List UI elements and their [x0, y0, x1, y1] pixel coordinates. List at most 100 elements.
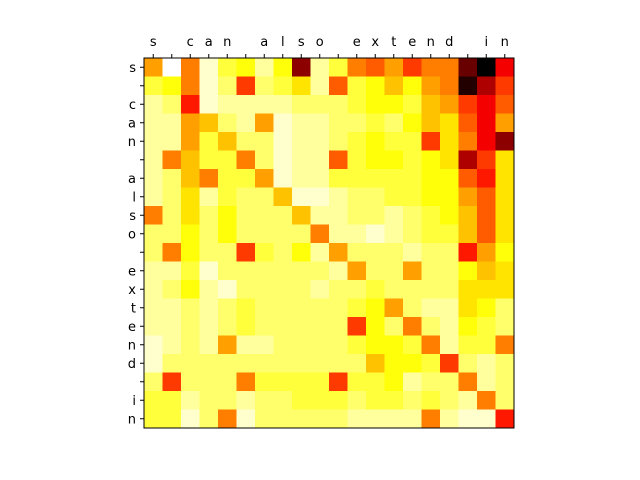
heatmap-cell-r7-c6 [255, 187, 274, 207]
heatmap-cell-r13-c7 [273, 298, 293, 318]
heatmap-cells [144, 58, 515, 429]
heatmap-cell-r7-c9 [310, 187, 330, 207]
heatmap-cell-r0-c9 [310, 58, 330, 77]
heatmap-cell-r18-c18 [477, 391, 496, 410]
x-tick-label-3: a [205, 35, 213, 50]
heatmap-cell-r5-c10 [329, 150, 348, 170]
heatmap-cell-r16-c2 [181, 354, 200, 373]
heatmap-cell-r0-c12 [366, 58, 385, 77]
heatmap-cell-r11-c4 [218, 261, 237, 281]
heatmap-cell-r14-c2 [181, 317, 200, 336]
heatmap-cell-r2-c18 [477, 95, 496, 114]
heatmap-cell-r4-c3 [199, 132, 219, 151]
heatmap-cell-r10-c17 [458, 243, 478, 262]
heatmap-cell-r15-c15 [421, 335, 441, 355]
heatmap-cell-r13-c9 [310, 298, 330, 318]
heatmap-cell-r16-c7 [273, 354, 293, 373]
heatmap-cell-r13-c16 [440, 298, 459, 318]
heatmap-cell-r1-c10 [329, 76, 348, 96]
heatmap-cell-r0-c4 [218, 58, 237, 77]
heatmap-cell-r10-c0 [144, 243, 163, 262]
heatmap-cell-r1-c13 [384, 76, 404, 96]
heatmap-cell-r11-c3 [199, 261, 219, 281]
heatmap-cell-r4-c6 [255, 132, 274, 151]
heatmap-cell-r8-c16 [440, 206, 459, 225]
heatmap-cell-r19-c0 [144, 409, 163, 429]
heatmap-cell-r17-c4 [218, 372, 237, 392]
heatmap-cell-r0-c6 [255, 58, 274, 77]
heatmap-cell-r15-c14 [403, 335, 422, 355]
heatmap-cell-r12-c14 [403, 280, 422, 299]
heatmap-cell-r2-c0 [144, 95, 163, 114]
heatmap-cell-r18-c10 [329, 391, 348, 410]
heatmap-cell-r11-c7 [273, 261, 293, 281]
heatmap-cell-r13-c14 [403, 298, 422, 318]
heatmap-cell-r16-c8 [292, 354, 311, 373]
heatmap-cell-r2-c7 [273, 95, 293, 114]
heatmap-cell-r4-c2 [181, 132, 200, 151]
heatmap-cell-r6-c5 [236, 169, 256, 188]
heatmap-cell-r18-c19 [495, 391, 515, 410]
heatmap-cell-r17-c0 [144, 372, 163, 392]
heatmap-cell-r8-c14 [403, 206, 422, 225]
y-tick-label-19: n [128, 412, 136, 427]
heatmap-cell-r8-c7 [273, 206, 293, 225]
heatmap-cell-r15-c10 [329, 335, 348, 355]
heatmap-cell-r8-c18 [477, 206, 496, 225]
heatmap-cell-r4-c13 [384, 132, 404, 151]
y-tick-label-16: d [128, 357, 136, 372]
heatmap-cell-r16-c13 [384, 354, 404, 373]
heatmap-cell-r14-c7 [273, 317, 293, 336]
heatmap-cell-r6-c15 [421, 169, 441, 188]
heatmap-cell-r3-c1 [162, 113, 182, 133]
heatmap-cell-r6-c9 [310, 169, 330, 188]
heatmap-cell-r12-c2 [181, 280, 200, 299]
heatmap-cell-r18-c9 [310, 391, 330, 410]
heatmap-cell-r11-c9 [310, 261, 330, 281]
heatmap-cell-r18-c4 [218, 391, 237, 410]
heatmap-cell-r9-c4 [218, 224, 237, 244]
heatmap-cell-r0-c7 [273, 58, 293, 77]
heatmap-cell-r10-c18 [477, 243, 496, 262]
heatmap-cell-r6-c14 [403, 169, 422, 188]
heatmap-cell-r5-c11 [347, 150, 367, 170]
heatmap-cell-r8-c19 [495, 206, 515, 225]
heatmap-cell-r18-c11 [347, 391, 367, 410]
heatmap-cell-r12-c1 [162, 280, 182, 299]
heatmap-cell-r19-c3 [199, 409, 219, 429]
heatmap-cell-r6-c7 [273, 169, 293, 188]
heatmap-cell-r0-c13 [384, 58, 404, 77]
heatmap-cell-r9-c19 [495, 224, 515, 244]
heatmap-cell-r12-c19 [495, 280, 515, 299]
heatmap-cell-r7-c5 [236, 187, 256, 207]
heatmap-cell-r7-c3 [199, 187, 219, 207]
heatmap-cell-r7-c10 [329, 187, 348, 207]
heatmap-cell-r1-c1 [162, 76, 182, 96]
heatmap-cell-r12-c3 [199, 280, 219, 299]
heatmap-cell-r10-c6 [255, 243, 274, 262]
heatmap-cell-r19-c1 [162, 409, 182, 429]
heatmap-cell-r7-c13 [384, 187, 404, 207]
heatmap-cell-r16-c10 [329, 354, 348, 373]
heatmap-cell-r18-c5 [236, 391, 256, 410]
heatmap-cell-r5-c7 [273, 150, 293, 170]
heatmap-cell-r13-c15 [421, 298, 441, 318]
heatmap-cell-r13-c11 [347, 298, 367, 318]
heatmap-cell-r11-c17 [458, 261, 478, 281]
heatmap-cell-r5-c19 [495, 150, 515, 170]
heatmap-cell-r19-c18 [477, 409, 496, 429]
heatmap-cell-r7-c18 [477, 187, 496, 207]
heatmap-cell-r0-c14 [403, 58, 422, 77]
heatmap-cell-r12-c16 [440, 280, 459, 299]
x-tick-label-4: n [223, 35, 231, 50]
heatmap-cell-r9-c14 [403, 224, 422, 244]
heatmap-cell-r15-c5 [236, 335, 256, 355]
heatmap-cell-r6-c11 [347, 169, 367, 188]
x-tick-label-15: n [427, 35, 435, 50]
heatmap-cell-r9-c5 [236, 224, 256, 244]
x-tick-label-9: o [316, 35, 324, 50]
heatmap-cell-r12-c15 [421, 280, 441, 299]
heatmap-cell-r15-c13 [384, 335, 404, 355]
heatmap-cell-r17-c6 [255, 372, 274, 392]
heatmap-cell-r10-c14 [403, 243, 422, 262]
